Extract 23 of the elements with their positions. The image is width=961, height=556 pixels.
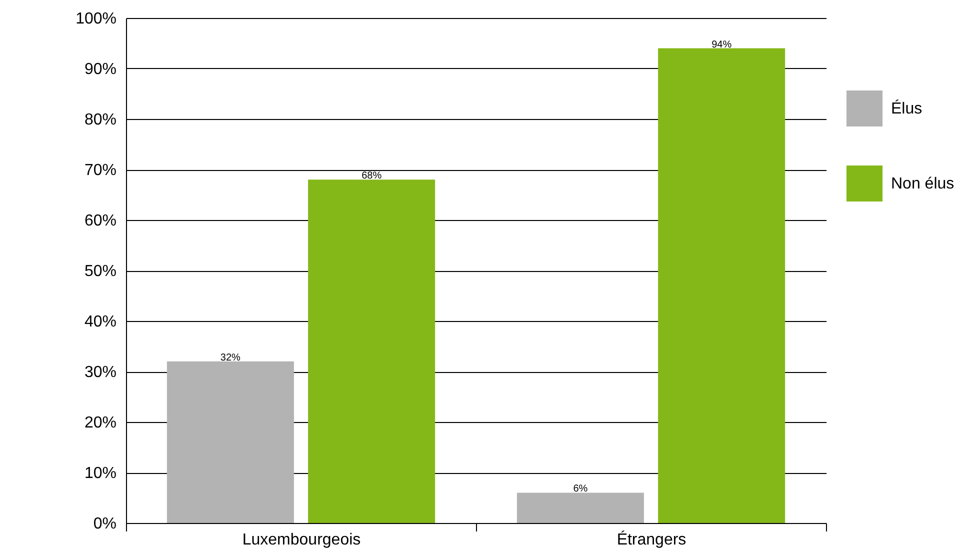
y-tick-label: 0% — [93, 516, 116, 532]
y-tick-label: 20% — [84, 414, 116, 432]
legend-label: Non élus — [891, 176, 954, 192]
y-tick-label: 60% — [84, 212, 116, 230]
bar — [166, 361, 294, 523]
y-tick-label: 100% — [76, 10, 116, 28]
y-tick-label: 50% — [84, 263, 116, 280]
y-tick-label: 10% — [84, 465, 116, 482]
legend-label: Élus — [891, 100, 922, 118]
y-tick-label: 40% — [84, 314, 116, 330]
x-tick-label: Étrangers — [616, 530, 686, 548]
data-label: 94% — [712, 39, 732, 50]
y-tick-label: 70% — [84, 162, 116, 179]
y-tick-label: 80% — [84, 112, 116, 128]
data-label: 32% — [220, 352, 241, 364]
x-tick-label: Luxembourgeois — [242, 532, 361, 548]
bar — [308, 180, 436, 523]
data-label: 68% — [362, 170, 382, 182]
bar — [516, 492, 644, 523]
data-label: 6% — [573, 484, 588, 495]
y-tick-label: 90% — [84, 61, 116, 78]
bar — [658, 48, 786, 523]
y-tick-label: 30% — [84, 364, 116, 381]
